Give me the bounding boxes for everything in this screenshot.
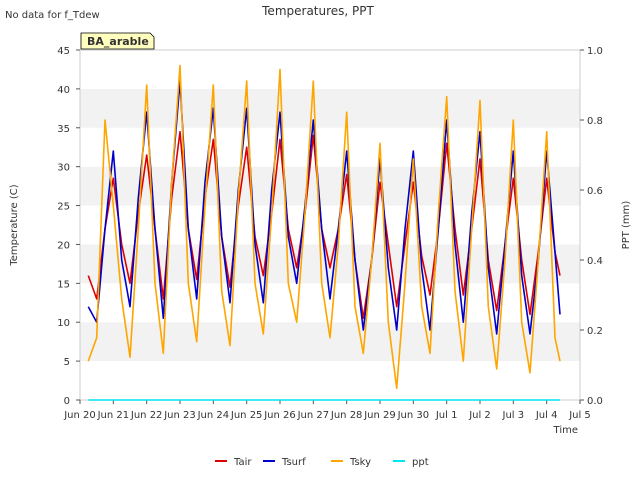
x-tick-label: Jul 2 xyxy=(468,410,491,421)
y-axis-left: 0 5 10 15 20 25 30 35 40 45 xyxy=(57,46,80,407)
legend-label-tsurf: Tsurf xyxy=(281,457,306,468)
legend: Tair Tsurf Tsky ppt xyxy=(215,457,429,468)
grid-band xyxy=(80,244,580,284)
legend-label-tair: Tair xyxy=(233,457,252,468)
x-tick-label: Jun 20 xyxy=(63,410,96,421)
x-tick-label: Jul 3 xyxy=(502,410,525,421)
y2-tick-label: 0.6 xyxy=(587,186,603,197)
x-axis-label: Time xyxy=(553,425,578,436)
x-tick-label: Jun 21 xyxy=(97,410,130,421)
no-data-note: No data for f_Tdew xyxy=(5,10,100,21)
y-tick-label: 40 xyxy=(57,85,70,96)
y-tick-label: 20 xyxy=(57,240,70,251)
x-tick-label: Jun 22 xyxy=(130,410,163,421)
x-tick-label: Jun 29 xyxy=(363,410,396,421)
grid-band xyxy=(80,205,580,245)
x-tick-label: Jul 4 xyxy=(535,410,558,421)
y-axis-label: Temperature (C) xyxy=(9,184,20,266)
y-tick-label: 0 xyxy=(64,396,70,407)
y2-tick-label: 1.0 xyxy=(587,46,603,57)
y2-tick-label: 0.8 xyxy=(587,116,603,127)
grid-band xyxy=(80,361,580,400)
series-line-tsky xyxy=(87,64,561,390)
grid-band xyxy=(80,50,580,89)
x-tick-label: Jun 28 xyxy=(330,410,363,421)
y-tick-label: 10 xyxy=(57,318,70,329)
y-tick-label: 15 xyxy=(57,279,70,290)
site-badge: BA_arable xyxy=(80,32,155,50)
x-tick-label: Jun 23 xyxy=(163,410,196,421)
grid-band xyxy=(80,322,580,362)
y2-tick-label: 0.4 xyxy=(587,256,603,267)
x-tick-label: Jun 30 xyxy=(397,410,430,421)
legend-label-ppt: ppt xyxy=(412,457,429,468)
x-axis: Jun 20 Jun 21 Jun 22 Jun 23 Jun 24 Jun 25 Jun … xyxy=(63,400,591,421)
legend-label-tsky: Tsky xyxy=(349,457,371,468)
y-axis-right: 0.0 0.2 0.4 0.6 0.8 1.0 xyxy=(580,46,603,407)
y-tick-label: 25 xyxy=(57,202,70,213)
y-tick-label: 35 xyxy=(57,124,70,135)
grid-band xyxy=(80,127,580,167)
x-tick-label: Jun 25 xyxy=(230,410,263,421)
y-tick-label: 45 xyxy=(57,46,70,57)
y-tick-label: 5 xyxy=(64,357,70,368)
y2-tick-label: 0.0 xyxy=(587,396,603,407)
chart-title: Temperatures, PPT xyxy=(261,4,374,18)
y2-axis-label: PPT (mm) xyxy=(621,201,632,250)
site-badge-label: BA_arable xyxy=(87,35,149,48)
y-tick-label: 30 xyxy=(57,163,70,174)
x-tick-label: Jun 27 xyxy=(297,410,330,421)
x-tick-label: Jul 5 xyxy=(568,410,591,421)
grid-band xyxy=(80,88,580,128)
series-lines xyxy=(87,64,561,401)
y2-tick-label: 0.2 xyxy=(587,326,603,337)
x-tick-label: Jun 24 xyxy=(197,410,230,421)
x-tick-label: Jun 26 xyxy=(263,410,296,421)
x-tick-label: Jul 1 xyxy=(435,410,458,421)
grid-band xyxy=(80,166,580,206)
